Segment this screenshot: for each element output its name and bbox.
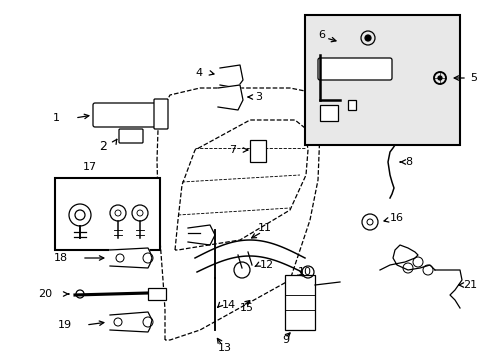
Text: 6: 6 <box>317 30 325 40</box>
Text: 13: 13 <box>218 343 231 353</box>
Text: 15: 15 <box>240 303 253 313</box>
Polygon shape <box>110 248 152 268</box>
Bar <box>347 100 355 110</box>
Text: 4: 4 <box>196 68 203 78</box>
Polygon shape <box>110 312 152 332</box>
Bar <box>55 178 160 250</box>
Bar <box>285 275 314 330</box>
Text: 2: 2 <box>99 140 107 153</box>
Text: 16: 16 <box>389 213 403 223</box>
Text: 3: 3 <box>254 92 262 102</box>
Polygon shape <box>220 65 243 88</box>
Text: 12: 12 <box>260 260 274 270</box>
Text: 14: 14 <box>222 300 236 310</box>
Bar <box>319 105 337 121</box>
Text: 11: 11 <box>258 223 271 233</box>
Text: 21: 21 <box>462 280 476 290</box>
Text: 5: 5 <box>469 73 476 83</box>
Bar <box>249 140 265 162</box>
Text: 8: 8 <box>404 157 411 167</box>
FancyBboxPatch shape <box>93 103 162 127</box>
Text: 10: 10 <box>297 267 311 277</box>
Text: 18: 18 <box>54 253 68 263</box>
Text: 7: 7 <box>228 145 236 155</box>
Circle shape <box>364 35 370 41</box>
Text: 9: 9 <box>282 335 288 345</box>
Bar <box>148 288 165 300</box>
FancyBboxPatch shape <box>154 99 168 129</box>
Text: 17: 17 <box>83 162 97 172</box>
FancyBboxPatch shape <box>119 129 142 143</box>
Text: 1: 1 <box>53 113 60 123</box>
Text: 19: 19 <box>58 320 72 330</box>
FancyBboxPatch shape <box>317 58 391 80</box>
Text: 20: 20 <box>38 289 52 299</box>
Polygon shape <box>218 85 243 110</box>
Circle shape <box>437 76 441 80</box>
Bar <box>305 15 459 145</box>
